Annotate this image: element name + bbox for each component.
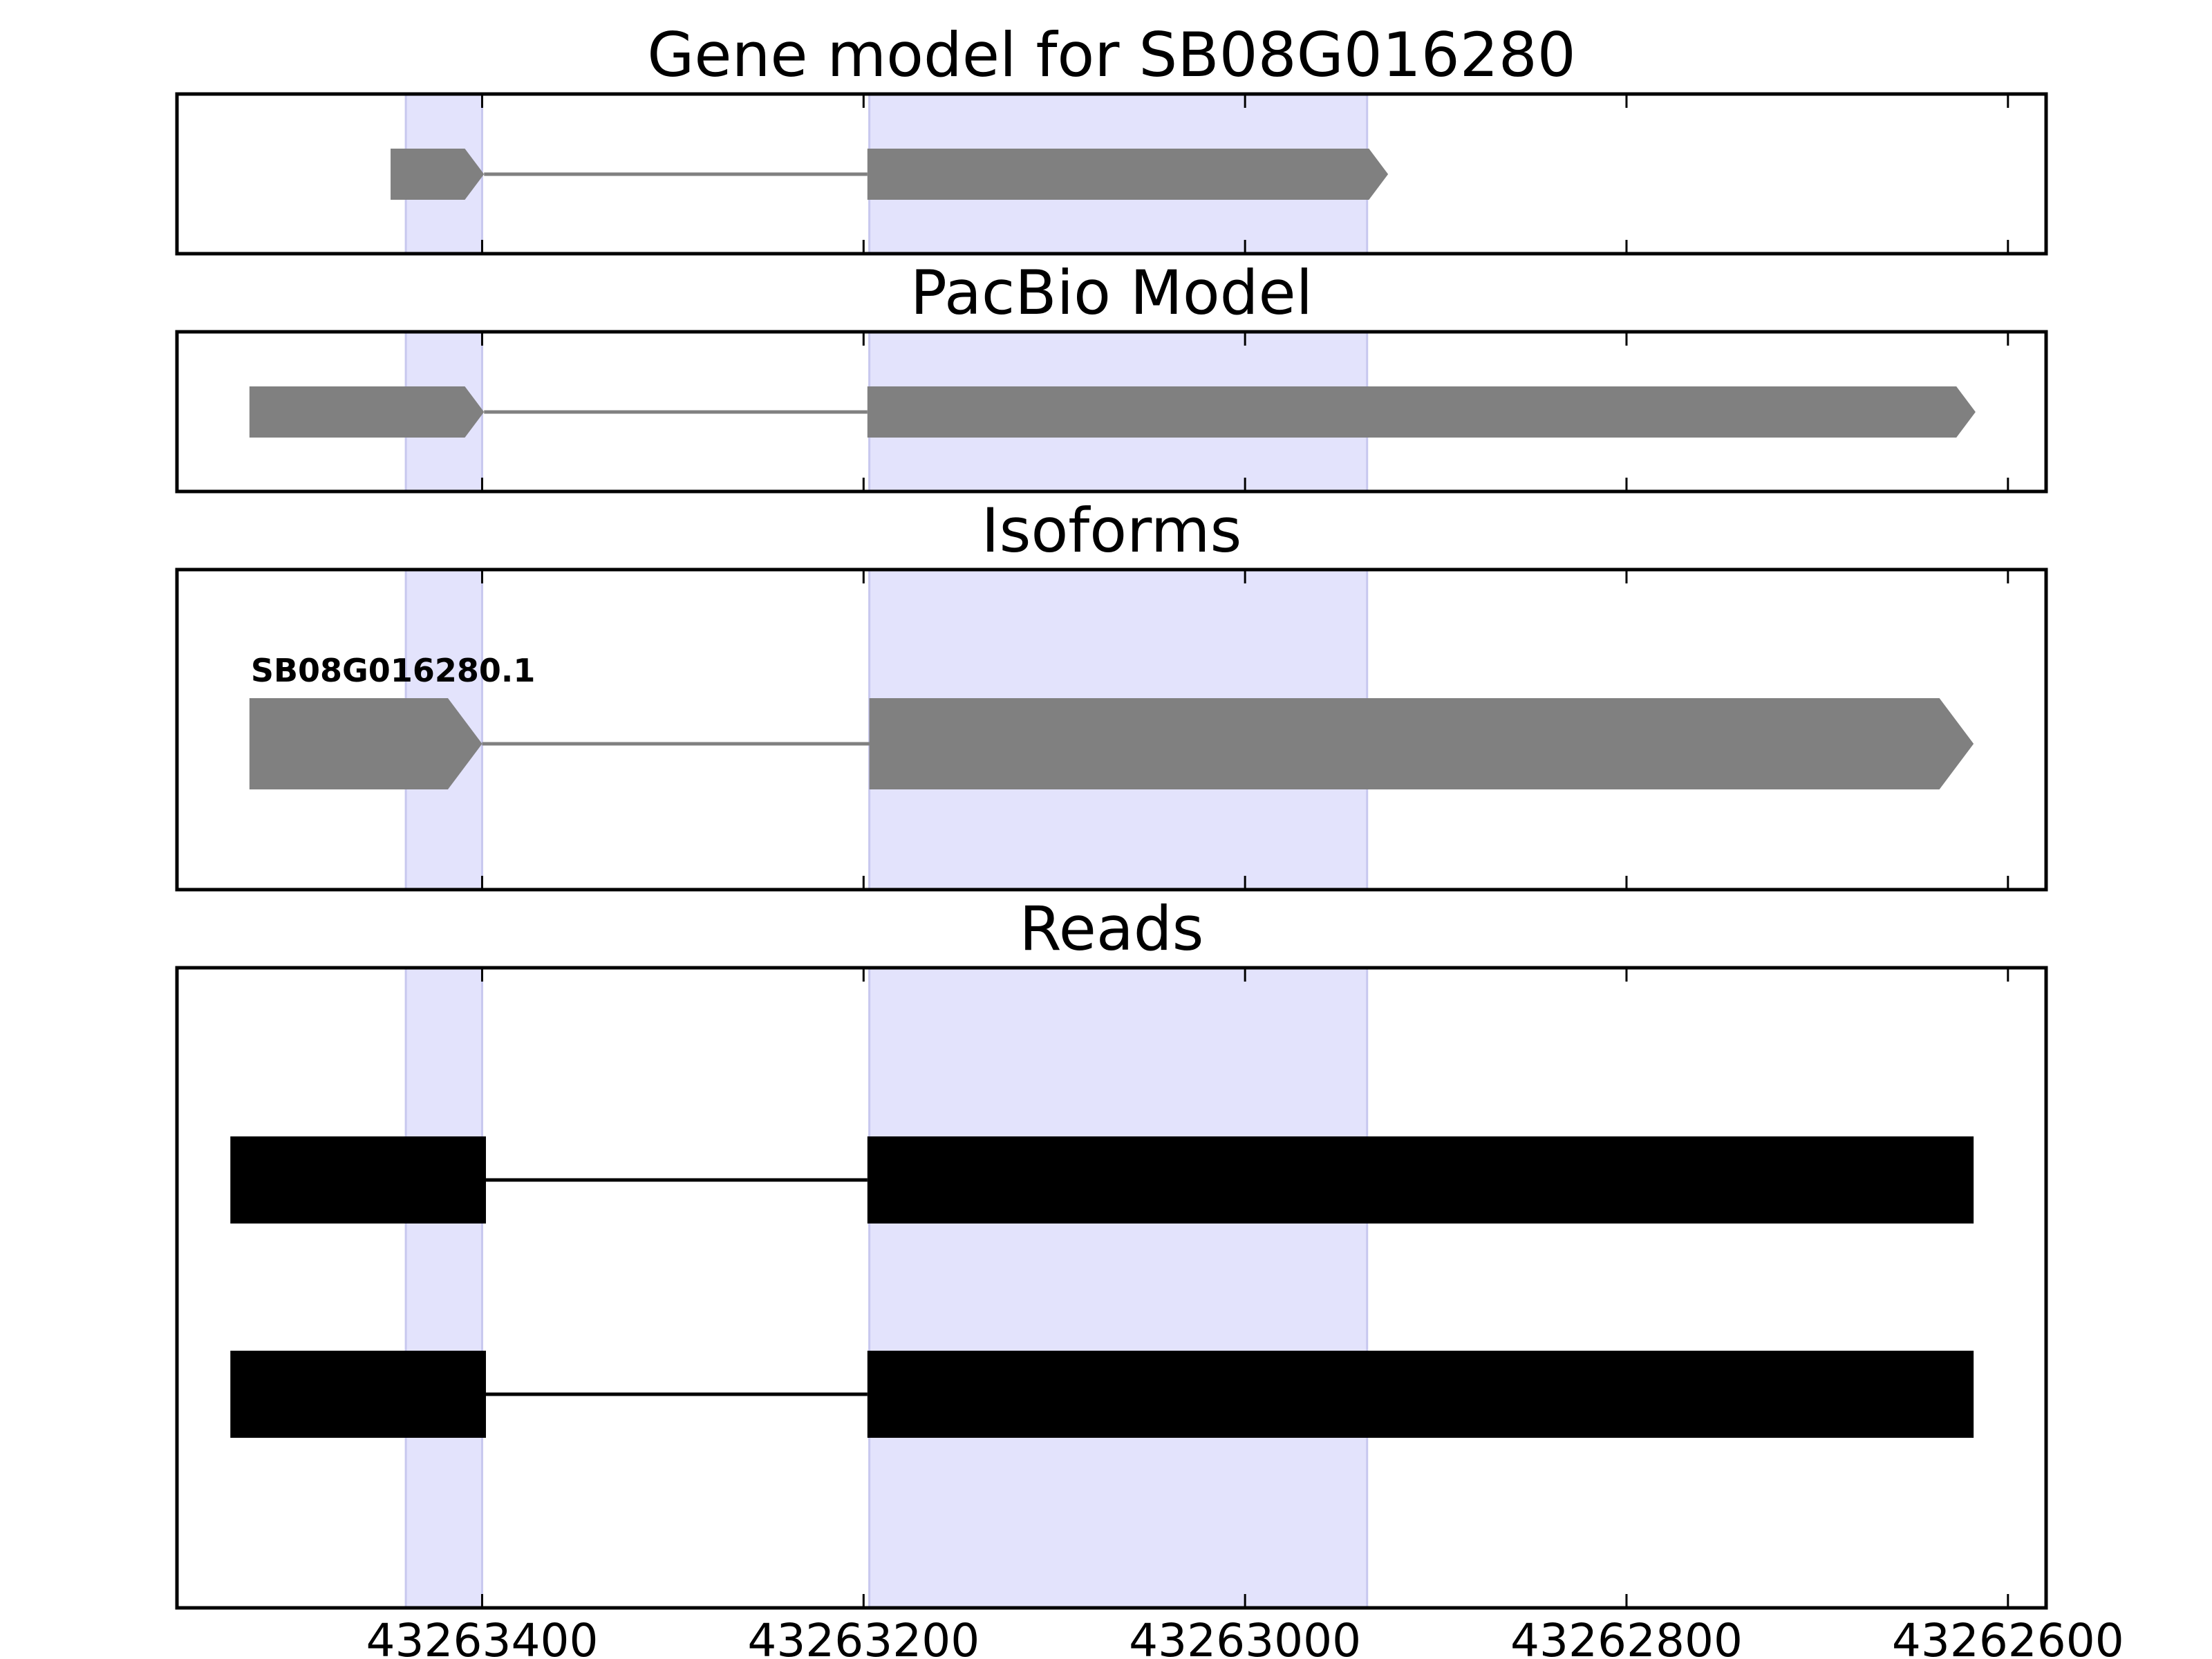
feature-1 bbox=[391, 149, 1389, 200]
panel-title: Isoforms bbox=[982, 495, 1242, 566]
exon-1 bbox=[230, 1136, 486, 1224]
exon-1 bbox=[249, 698, 482, 789]
x-tick-label: 43263200 bbox=[747, 1614, 980, 1659]
exon-2 bbox=[867, 149, 1389, 200]
exon-2 bbox=[869, 698, 1974, 789]
x-tick-label: 43262600 bbox=[1892, 1614, 2124, 1659]
axes-frame bbox=[175, 92, 2048, 256]
panels-layer: Gene model for SB08G016280 PacBio Model Is… bbox=[175, 19, 2048, 1610]
x-tick-label: 43263400 bbox=[366, 1614, 599, 1659]
exon-1 bbox=[230, 1351, 486, 1438]
axes-frame bbox=[175, 966, 2048, 1610]
panel-3: Isoforms SB08G016280.1 bbox=[175, 495, 2048, 892]
panel-title: Gene model for SB08G016280 bbox=[647, 19, 1576, 91]
axes-frame bbox=[175, 568, 2048, 892]
x-tick-label: 43262800 bbox=[1510, 1614, 1743, 1659]
panel-2: PacBio Model bbox=[175, 257, 2048, 494]
feature-1 bbox=[249, 386, 1976, 438]
panel-1: Gene model for SB08G016280 bbox=[175, 19, 2048, 256]
exon-2 bbox=[867, 386, 1976, 438]
x-tick-labels: 43263400 43263200 43263000 43262800 43262600 bbox=[366, 1614, 2124, 1659]
highlight-region-1 bbox=[404, 966, 483, 1609]
panel-title: Reads bbox=[1020, 893, 1204, 964]
feature-2 bbox=[230, 1351, 1974, 1438]
panel-title: PacBio Model bbox=[910, 257, 1313, 328]
feature-1 bbox=[230, 1136, 1974, 1224]
panel-4: Reads bbox=[175, 893, 2048, 1610]
highlight-region-2 bbox=[868, 966, 1369, 1609]
exon-1 bbox=[249, 386, 485, 438]
exon-2 bbox=[867, 1351, 1974, 1438]
exon-2 bbox=[867, 1136, 1974, 1224]
feature-1: SB08G016280.1 bbox=[249, 652, 1974, 789]
exon-1 bbox=[391, 149, 485, 200]
axes-frame bbox=[175, 330, 2048, 494]
x-tick-label: 43263000 bbox=[1129, 1614, 1361, 1659]
isoform-label: SB08G016280.1 bbox=[251, 652, 535, 689]
